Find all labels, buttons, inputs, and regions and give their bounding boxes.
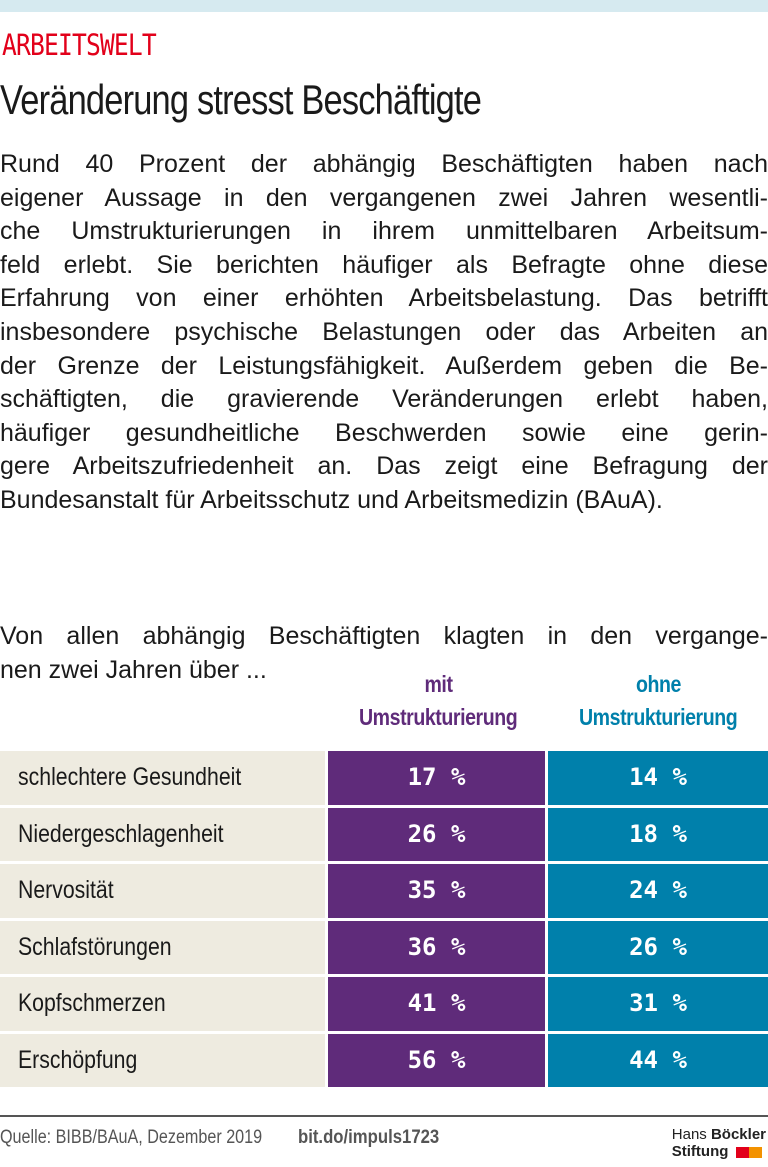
column-header-ohne: ohne Umstrukturierung — [548, 668, 768, 734]
data-table: schlechtere Gesundheit 17 % 14 % Niedergesc… — [0, 751, 768, 1090]
column-header-line2: Umstrukturierung — [358, 704, 518, 730]
subtitle-line: Von allen abhängig Beschäftigten klagten… — [0, 622, 768, 650]
value-mit: 56 % — [328, 1033, 545, 1087]
logo-text: Stiftung — [671, 1143, 729, 1160]
footer-divider — [0, 1115, 768, 1117]
column-header-line2: Umstrukturierung — [578, 704, 738, 730]
source-text: Quelle: BIBB/BAuA, Dezember 2019 — [0, 1127, 263, 1148]
column-header-line1: mit — [423, 671, 453, 697]
row-label: Erschöpfung — [0, 1033, 325, 1087]
row-label-text: schlechtere Gesundheit — [18, 763, 242, 791]
intro-text: Rund 40 Prozent der abhängig Beschäftigt… — [0, 148, 768, 518]
row-label-text: Erschöpfung — [18, 1045, 138, 1074]
value-ohne: 44 % — [548, 1033, 768, 1087]
column-header-line1: ohne — [635, 671, 681, 697]
value-mit: 41 % — [328, 977, 545, 1031]
intro-line: gere Arbeitszufriedenheit an. Das zeigt … — [0, 452, 768, 481]
value-ohne: 24 % — [548, 864, 768, 918]
row-label-text: Nervosität — [18, 876, 114, 904]
row-label-text: Schlafstörungen — [18, 932, 172, 961]
row-label: Niedergeschlagenheit — [0, 807, 325, 861]
row-label: schlechtere Gesundheit — [0, 751, 325, 805]
value-mit: 17 % — [328, 751, 545, 805]
intro-line: Rund 40 Prozent der abhängig Beschäftigt… — [0, 150, 768, 178]
logo-text: Hans — [671, 1126, 707, 1143]
hans-boeckler-logo: Hans Böckler Stiftung — [672, 1126, 766, 1160]
intro-line: der Grenze der Leistungsfähigkeit. Außer… — [0, 351, 768, 380]
intro-line: che Umstrukturierungen in ihrem unmittel… — [0, 217, 768, 246]
value-mit: 36 % — [328, 920, 545, 974]
intro-line: schäftigten, die gravierende Veränderung… — [0, 385, 768, 414]
column-header-mit: mit Umstrukturierung — [328, 668, 548, 734]
row-label: Nervosität — [0, 864, 325, 918]
row-label: Schlafstörungen — [0, 920, 325, 974]
row-label-text: Kopfschmerzen — [18, 989, 166, 1017]
row-label: Kopfschmerzen — [0, 977, 325, 1031]
logo-text: Böckler — [710, 1126, 766, 1143]
table-row: Niedergeschlagenheit 26 % 18 % — [0, 807, 768, 861]
value-mit: 26 % — [328, 807, 545, 861]
intro-line: eigener Aussage in den vergangenen zwei … — [0, 183, 768, 212]
page-title: Veränderung stresst Beschäftigte — [0, 76, 482, 123]
table-row: schlechtere Gesundheit 17 % 14 % — [0, 751, 768, 805]
intro-line: feld erlebt. Sie berichten häufiger als … — [0, 250, 768, 279]
intro-line: häufiger gesundheitliche Beschwerden sow… — [0, 418, 768, 447]
table-subtitle: Von allen abhängig Beschäftigten klagten… — [0, 620, 768, 687]
table-row: Kopfschmerzen 41 % 31 % — [0, 977, 768, 1031]
row-label-text: Niedergeschlagenheit — [18, 819, 224, 848]
source-link[interactable]: bit.do/impuls1723 — [298, 1127, 440, 1148]
table-row: Erschöpfung 56 % 44 % — [0, 1033, 768, 1087]
value-ohne: 18 % — [548, 807, 768, 861]
value-ohne: 14 % — [548, 751, 768, 805]
value-ohne: 31 % — [548, 977, 768, 1031]
table-row: Nervosität 35 % 24 % — [0, 864, 768, 918]
value-mit: 35 % — [328, 864, 545, 918]
subtitle-line: nen zwei Jahren über ... — [0, 655, 267, 684]
intro-line: Erfahrung von einer erhöhten Arbeitsbela… — [0, 284, 768, 313]
kicker: ARBEITSWELT — [2, 28, 157, 62]
table-row: Schlafstörungen 36 % 26 % — [0, 920, 768, 974]
value-ohne: 26 % — [548, 920, 768, 974]
top-band — [0, 0, 768, 12]
logo-orange-square-icon — [748, 1146, 762, 1158]
logo-red-square-icon — [735, 1146, 749, 1158]
intro-line: insbesondere psychische Belastungen oder… — [0, 317, 768, 346]
intro-line: Bundesanstalt für Arbeitsschutz und Arbe… — [0, 485, 663, 514]
